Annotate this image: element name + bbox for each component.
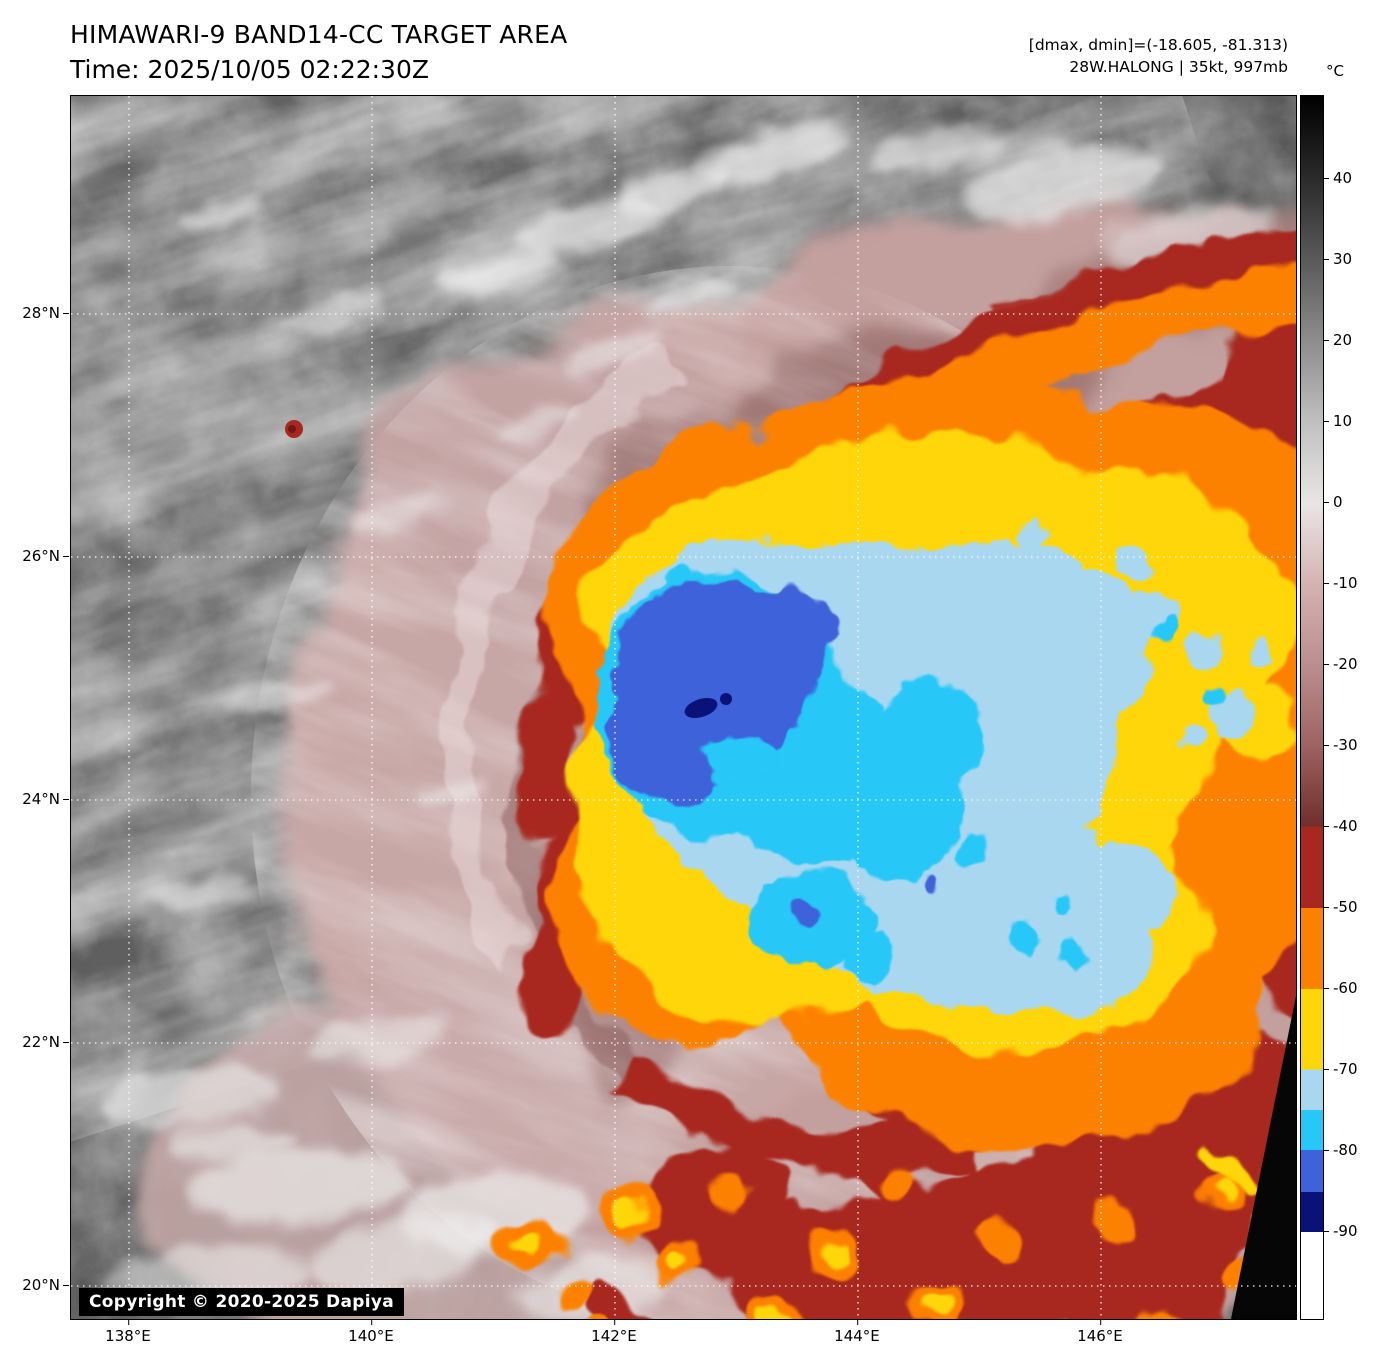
colorbar-tick-label: -70 xyxy=(1333,1060,1358,1079)
copyright-badge: Copyright © 2020-2025 Dapiya xyxy=(79,1288,404,1316)
colorbar-tick: 10 xyxy=(1324,412,1352,430)
colorbar-tick-mark xyxy=(1324,582,1329,584)
colorbar-tick: -90 xyxy=(1324,1222,1358,1240)
colorbar-tick: -10 xyxy=(1324,574,1358,592)
lon-tick-label: 138°E xyxy=(105,1319,151,1345)
cold-core-navy xyxy=(684,693,732,719)
colorbar-tick: -60 xyxy=(1324,979,1358,997)
colorbar-tick-label: -50 xyxy=(1333,898,1358,917)
scan-edge-black xyxy=(1231,996,1296,1319)
colorbar-tick-label: -40 xyxy=(1333,817,1358,836)
colorbar-tick: 20 xyxy=(1324,331,1352,349)
colorbar-tick: 30 xyxy=(1324,250,1352,268)
colorbar-axis: 40 30 20 10 0 -10 -20 -30 -40 -50 -60 -70 -80 -90 xyxy=(1324,95,1390,1318)
colorbar-tick-label: -80 xyxy=(1333,1141,1358,1160)
colorbar-tick-mark xyxy=(1324,825,1329,827)
lat-axis: 28°N 26°N 24°N 22°N 20°N xyxy=(0,95,70,1318)
colorbar-tick-label: 40 xyxy=(1333,169,1353,188)
product-timestamp: Time: 2025/10/05 02:22:30Z xyxy=(70,55,429,84)
colorbar-unit-label: °C xyxy=(1326,62,1344,80)
colorbar-tick-mark xyxy=(1324,339,1329,341)
lon-tick-label: 140°E xyxy=(348,1319,394,1345)
colorbar-tick: -20 xyxy=(1324,655,1358,673)
lat-tick-label: 26°N xyxy=(22,546,69,565)
colorbar-tick-mark xyxy=(1324,744,1329,746)
colorbar-tick-mark xyxy=(1324,906,1329,908)
colorbar-tick-label: -10 xyxy=(1333,574,1358,593)
isolated-cold-speck xyxy=(285,420,303,438)
lat-tick-label: 20°N xyxy=(22,1275,69,1294)
lat-tick-label: 22°N xyxy=(22,1032,69,1051)
colorbar-tick: -30 xyxy=(1324,736,1358,754)
product-title: HIMAWARI-9 BAND14-CC TARGET AREA xyxy=(70,20,568,49)
colorbar-tick-mark xyxy=(1324,1230,1329,1232)
lon-tick-label: 146°E xyxy=(1077,1319,1123,1345)
colorbar-tick-mark xyxy=(1324,258,1329,260)
lon-tick-label: 142°E xyxy=(591,1319,637,1345)
colorbar-tick: 0 xyxy=(1324,493,1343,511)
colorbar-tick-label: 20 xyxy=(1333,331,1353,350)
colorbar-tick-label: -90 xyxy=(1333,1222,1358,1241)
colorbar-tick-mark xyxy=(1324,501,1329,503)
colorbar-tick-mark xyxy=(1324,1149,1329,1151)
colorbar-tick-mark xyxy=(1324,1068,1329,1070)
lat-tick-label: 28°N xyxy=(22,303,69,322)
colorbar-tick: -40 xyxy=(1324,817,1358,835)
cyan-notch xyxy=(705,736,773,784)
colorbar-tick: -70 xyxy=(1324,1060,1358,1078)
storm-id-intensity: 28W.HALONG | 35kt, 997mb xyxy=(1069,58,1288,76)
colorbar-tick-mark xyxy=(1324,420,1329,422)
colorbar-tick-mark xyxy=(1324,987,1329,989)
satellite-map: Copyright © 2020-2025 Dapiya xyxy=(70,95,1297,1320)
colorbar-tick-label: 30 xyxy=(1333,250,1353,269)
colorbar-tick-mark xyxy=(1324,663,1329,665)
bright-cloud-puffs xyxy=(101,127,1275,1319)
colorbar-tick: 40 xyxy=(1324,169,1352,187)
colorbar-tick-label: -60 xyxy=(1333,979,1358,998)
colorbar xyxy=(1300,95,1324,1320)
lon-tick-label: 144°E xyxy=(834,1319,880,1345)
colorbar-tick-mark xyxy=(1324,177,1329,179)
colorbar-tick-label: -30 xyxy=(1333,736,1358,755)
dmax-dmin-readout: [dmax, dmin]=(-18.605, -81.313) xyxy=(1028,36,1288,54)
colorbar-tick-label: 0 xyxy=(1333,493,1343,512)
colorbar-tick-label: -20 xyxy=(1333,655,1358,674)
satellite-ir-image xyxy=(71,96,1296,1319)
lon-axis: 138°E 140°E 142°E 144°E 146°E xyxy=(70,1318,1295,1358)
colorbar-tick: -50 xyxy=(1324,898,1358,916)
storm-info-block: [dmax, dmin]=(-18.605, -81.313) 28W.HALO… xyxy=(1029,34,1288,78)
colorbar-tick: -80 xyxy=(1324,1141,1358,1159)
colorbar-tick-label: 10 xyxy=(1333,412,1353,431)
grid-lines xyxy=(71,96,1296,1319)
lat-tick-label: 24°N xyxy=(22,789,69,808)
